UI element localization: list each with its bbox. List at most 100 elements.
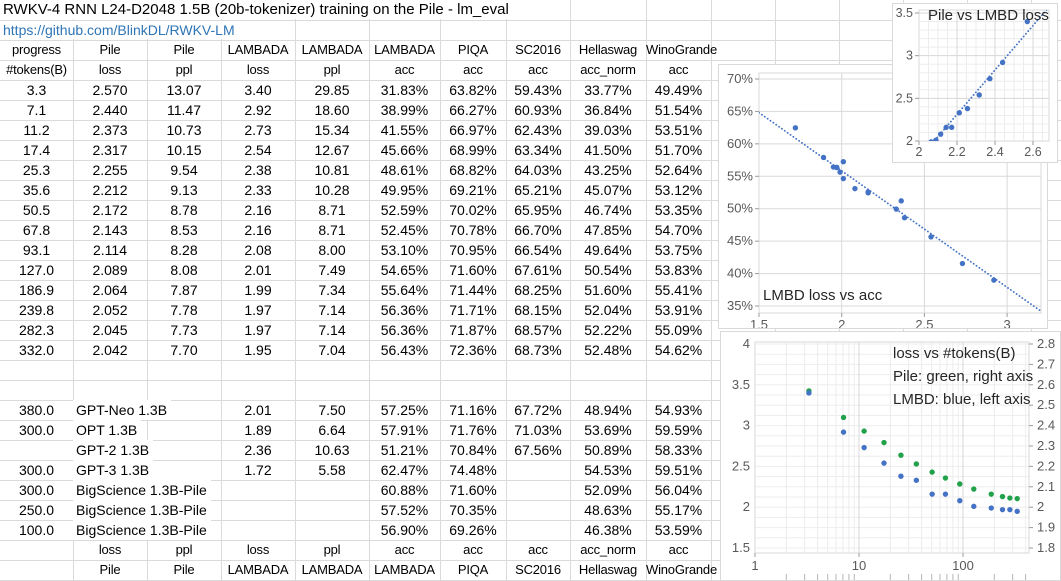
rwkv-cell[interactable]: 29.85 [314, 82, 350, 98]
rwkv-cell[interactable]: 2.440 [92, 102, 128, 118]
rwkv-cell[interactable]: 33.77% [584, 82, 632, 98]
rwkv-cell[interactable]: 63.82% [449, 82, 497, 98]
baseline-cell[interactable]: 71.60% [449, 482, 497, 498]
baseline-cell[interactable]: 53.69% [584, 422, 632, 438]
rwkv-cell[interactable]: 3.3 [26, 82, 47, 98]
footer-subheader[interactable]: loss [98, 542, 122, 557]
rwkv-cell[interactable]: 60.93% [514, 102, 562, 118]
baseline-cell[interactable]: 7.50 [318, 402, 346, 418]
rwkv-cell[interactable]: 93.1 [22, 242, 51, 258]
rwkv-cell[interactable]: 2.114 [93, 242, 127, 258]
rwkv-cell[interactable]: 67.8 [22, 222, 51, 238]
rwkv-cell[interactable]: 49.64% [584, 242, 632, 258]
rwkv-cell[interactable]: 71.60% [449, 262, 497, 278]
baseline-cell[interactable]: 71.03% [514, 422, 562, 438]
rwkv-cell[interactable]: 10.15 [166, 142, 202, 158]
footer-subheader[interactable]: acc [668, 542, 689, 557]
baseline-cell[interactable]: 60.88% [380, 482, 429, 498]
rwkv-cell[interactable]: 63.34% [514, 142, 562, 158]
rwkv-cell[interactable]: 56.36% [380, 322, 429, 338]
rwkv-cell[interactable]: 8.71 [318, 222, 346, 238]
rwkv-cell[interactable]: 1.95 [244, 342, 272, 358]
rwkv-cell[interactable]: 52.45% [380, 222, 429, 238]
rwkv-cell[interactable]: 2.042 [92, 342, 128, 358]
rwkv-cell[interactable]: 51.60% [584, 282, 632, 298]
rwkv-cell[interactable]: 2.317 [92, 142, 128, 158]
rwkv-cell[interactable]: 2.052 [92, 302, 128, 318]
rwkv-cell[interactable]: 15.34 [314, 122, 350, 138]
model-name-cell[interactable]: OPT 1.3B [73, 420, 142, 440]
baseline-cell[interactable]: 46.38% [584, 522, 632, 538]
baseline-cell[interactable]: 300.0 [18, 482, 55, 498]
baseline-cell[interactable]: 54.93% [654, 402, 703, 418]
rwkv-cell[interactable]: 62.43% [514, 122, 562, 138]
column-header[interactable]: Pile [173, 42, 195, 57]
baseline-cell[interactable]: 59.59% [654, 422, 703, 438]
rwkv-cell[interactable]: 53.75% [654, 242, 703, 258]
column-subheader[interactable]: #tokens(B) [6, 62, 67, 77]
column-header[interactable]: LAMBADA [301, 42, 363, 57]
baseline-cell[interactable]: 53.59% [654, 522, 703, 538]
footer-header[interactable]: LAMBADA [374, 562, 435, 577]
baseline-cell[interactable]: 48.63% [584, 502, 632, 518]
rwkv-cell[interactable]: 68.25% [514, 282, 562, 298]
footer-subheader[interactable]: acc [528, 542, 548, 557]
baseline-cell[interactable]: 52.09% [584, 482, 632, 498]
rwkv-cell[interactable]: 35.6 [22, 182, 51, 198]
rwkv-cell[interactable]: 8.71 [318, 202, 346, 218]
baseline-cell[interactable]: 55.17% [654, 502, 703, 518]
rwkv-cell[interactable]: 2.73 [244, 122, 272, 138]
baseline-cell[interactable]: 58.33% [654, 442, 703, 458]
rwkv-cell[interactable]: 52.59% [380, 202, 429, 218]
rwkv-cell[interactable]: 46.74% [584, 202, 632, 218]
rwkv-cell[interactable]: 51.54% [654, 102, 703, 118]
rwkv-cell[interactable]: 7.1 [26, 102, 47, 118]
baseline-cell[interactable]: 71.16% [449, 402, 497, 418]
model-name-cell[interactable]: GPT-2 1.3B [73, 440, 154, 460]
footer-header[interactable]: PIQA [457, 562, 489, 577]
rwkv-cell[interactable]: 56.43% [380, 342, 429, 358]
footer-subheader[interactable]: ppl [175, 542, 193, 557]
footer-subheader[interactable]: acc [463, 542, 483, 557]
rwkv-cell[interactable]: 7.04 [318, 342, 346, 358]
rwkv-cell[interactable]: 50.5 [22, 202, 51, 218]
column-header[interactable]: LAMBADA [374, 42, 435, 57]
rwkv-cell[interactable]: 11.2 [23, 122, 50, 138]
rwkv-cell[interactable]: 11.47 [167, 102, 201, 118]
rwkv-cell[interactable]: 8.08 [170, 262, 198, 278]
footer-header[interactable]: Hellaswag [578, 562, 638, 577]
rwkv-cell[interactable]: 7.14 [318, 322, 346, 338]
rwkv-cell[interactable]: 41.55% [380, 122, 429, 138]
footer-subheader[interactable]: ppl [323, 542, 341, 557]
rwkv-cell[interactable]: 65.21% [514, 182, 562, 198]
rwkv-cell[interactable]: 51.70% [654, 142, 703, 158]
rwkv-cell[interactable]: 39.03% [584, 122, 632, 138]
rwkv-cell[interactable]: 41.50% [584, 142, 632, 158]
baseline-cell[interactable]: 300.0 [18, 422, 55, 438]
column-subheader[interactable]: ppl [323, 62, 341, 77]
rwkv-cell[interactable]: 69.21% [449, 182, 497, 198]
rwkv-cell[interactable]: 2.54 [244, 142, 272, 158]
rwkv-cell[interactable]: 71.44% [449, 282, 497, 298]
rwkv-cell[interactable]: 45.07% [584, 182, 632, 198]
rwkv-cell[interactable]: 55.41% [654, 282, 703, 298]
rwkv-cell[interactable]: 2.089 [92, 262, 128, 278]
rwkv-cell[interactable]: 65.95% [514, 202, 562, 218]
column-subheader[interactable]: ppl [175, 62, 193, 77]
rwkv-cell[interactable]: 7.78 [170, 302, 198, 318]
rwkv-cell[interactable]: 7.14 [318, 302, 346, 318]
rwkv-cell[interactable]: 3.40 [244, 82, 272, 98]
rwkv-cell[interactable]: 186.9 [18, 282, 55, 298]
column-subheader[interactable]: acc [668, 62, 689, 77]
baseline-cell[interactable]: 71.76% [449, 422, 497, 438]
rwkv-cell[interactable]: 54.62% [654, 342, 703, 358]
rwkv-cell[interactable]: 53.35% [654, 202, 703, 218]
footer-header[interactable]: Pile [173, 562, 195, 577]
column-header[interactable]: progress [12, 42, 61, 57]
rwkv-cell[interactable]: 68.57% [514, 322, 562, 338]
column-subheader[interactable]: acc [394, 62, 415, 77]
rwkv-cell[interactable]: 2.570 [92, 82, 128, 98]
rwkv-cell[interactable]: 52.04% [584, 302, 632, 318]
rwkv-cell[interactable]: 55.09% [654, 322, 703, 338]
rwkv-cell[interactable]: 1.97 [244, 322, 272, 338]
